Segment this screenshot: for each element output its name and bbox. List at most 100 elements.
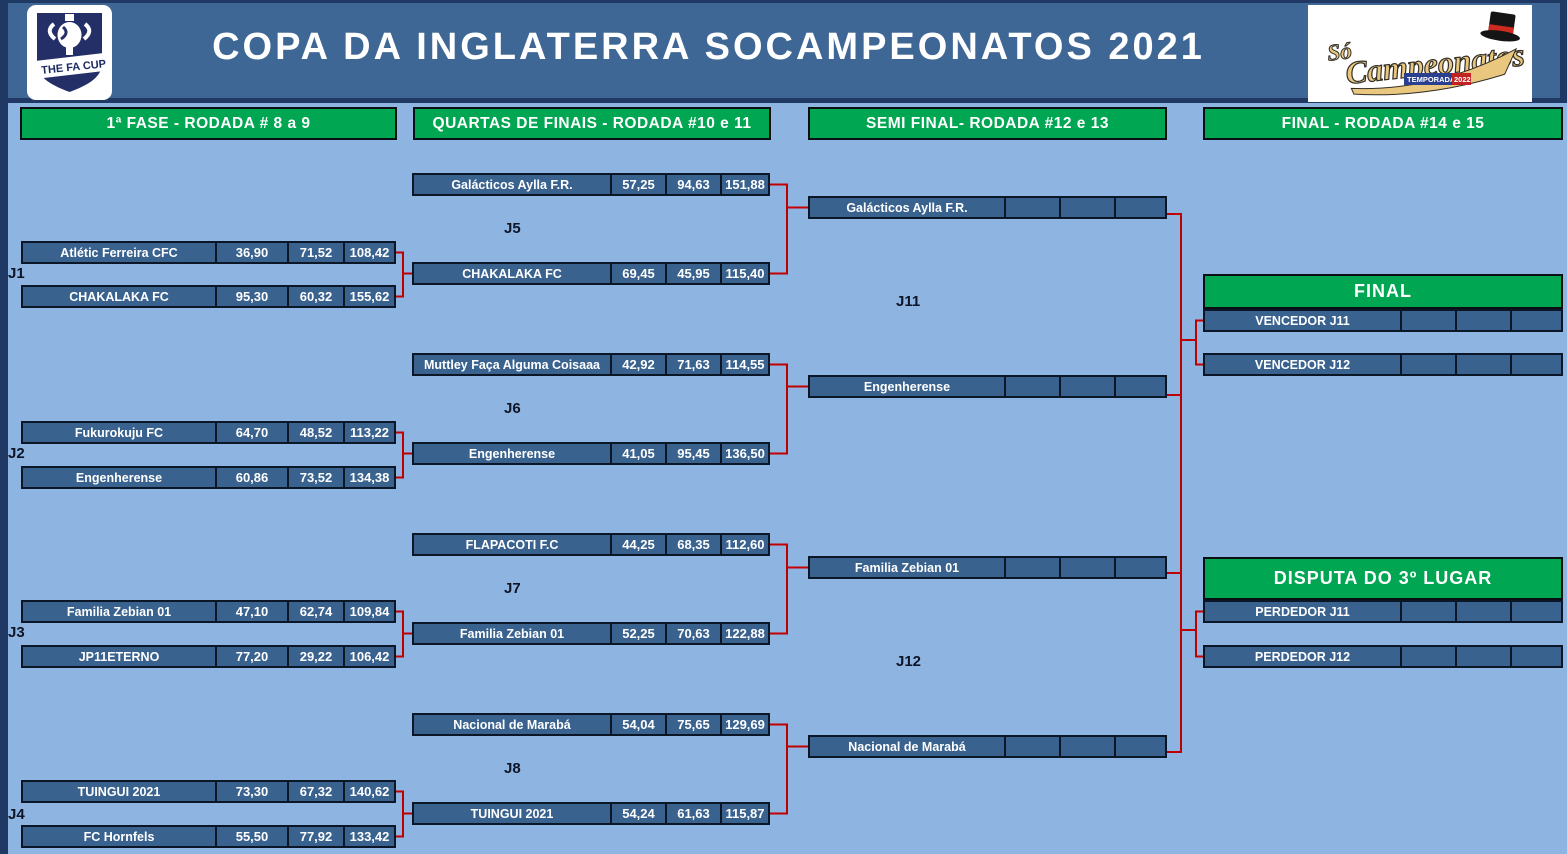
team-name: Nacional de Marabá (453, 717, 571, 732)
team-name: CHAKALAKA FC (69, 289, 169, 304)
team-name: Familia Zebian 01 (854, 560, 960, 575)
score-2: 45,95 (665, 264, 720, 283)
score-1: 44,25 (610, 535, 665, 554)
team-name: PERDEDOR J11 (1255, 604, 1350, 619)
score-2: 67,32 (287, 782, 343, 801)
score-1 (1400, 602, 1455, 621)
score-1 (1004, 377, 1059, 396)
score-1: 54,04 (610, 715, 665, 734)
team-name: JP11ETERNO (78, 649, 160, 664)
so-campeonatos-logo-art: Só Campeonatos TEMPORADA 2022 (1326, 11, 1527, 96)
connector-j1 (396, 251, 413, 298)
row-j4-team2: FC Hornfels 55,50 77,92 133,42 (21, 825, 396, 848)
connector-j8 (770, 723, 809, 815)
row-j11-team2: Engenherense (808, 375, 1167, 398)
score-3: 155,62 (343, 287, 394, 306)
score-1 (1004, 198, 1059, 217)
row-final-vencedor-j11: VENCEDOR J11 (1203, 309, 1563, 332)
row-j12-team1: Familia Zebian 01 (808, 556, 1167, 579)
score-1: 36,90 (215, 243, 287, 262)
connector-third-place-brace (1181, 610, 1204, 658)
top-hat-icon (1480, 11, 1520, 42)
row-j5-team2: CHAKALAKA FC 69,45 45,95 115,40 (412, 262, 770, 285)
score-2: 71,52 (287, 243, 343, 262)
connector-j7 (770, 543, 809, 635)
team-name: Nacional de Marabá (848, 739, 966, 754)
team-name: Galácticos Aylla F.R. (451, 177, 573, 192)
score-2: 48,52 (287, 423, 343, 442)
score-1 (1004, 558, 1059, 577)
stage-header-final: FINAL - RODADA #14 e 15 (1203, 107, 1563, 140)
stage-header-fase1: 1ª FASE - RODADA # 8 a 9 (20, 107, 397, 140)
row-j3-team1: Familia Zebian 01 47,10 62,74 109,84 (21, 600, 396, 623)
row-j3-team2: JP11ETERNO 77,20 29,22 106,42 (21, 645, 396, 668)
header-band-inner (8, 3, 1560, 98)
team-name: Galácticos Aylla F.R. (846, 200, 968, 215)
row-final-vencedor-j12: VENCEDOR J12 (1203, 353, 1563, 376)
score-3: 133,42 (343, 827, 394, 846)
score-1 (1400, 355, 1455, 374)
connector-j2 (396, 431, 413, 479)
score-3 (1114, 737, 1165, 756)
score-3 (1510, 647, 1561, 666)
score-1: 41,05 (610, 444, 665, 463)
score-2: 60,32 (287, 287, 343, 306)
score-3: 115,40 (720, 264, 768, 283)
team-name: PERDEDOR J12 (1254, 649, 1351, 664)
score-3: 112,60 (720, 535, 768, 554)
score-3: 113,22 (343, 423, 394, 442)
match-label-j2: J2 (8, 445, 25, 462)
temporada-badge-year: 2022 (1454, 75, 1471, 84)
row-j7-team1: FLAPACOTI F.C 44,25 68,35 112,60 (412, 533, 770, 556)
team-name: TUINGUI 2021 (77, 784, 161, 799)
row-j2-team1: Fukurokuju FC 64,70 48,52 113,22 (21, 421, 396, 444)
row-j4-team1: TUINGUI 2021 73,30 67,32 140,62 (21, 780, 396, 803)
score-2: 62,74 (287, 602, 343, 621)
score-1: 52,25 (610, 624, 665, 643)
team-name: Engenherense (75, 470, 163, 485)
score-3: 114,55 (720, 355, 768, 374)
stage-header-quartas: QUARTAS DE FINAIS - RODADA #10 e 11 (413, 107, 771, 140)
connector-j3 (396, 610, 413, 658)
score-2: 95,45 (665, 444, 720, 463)
third-place-block-header: DISPUTA DO 3º LUGAR (1203, 557, 1563, 600)
score-2 (1059, 737, 1114, 756)
sc-logo-word1: Só (1326, 38, 1353, 65)
score-1 (1004, 737, 1059, 756)
row-j6-team2: Engenherense 41,05 95,45 136,50 (412, 442, 770, 465)
score-1: 77,20 (215, 647, 287, 666)
connector-final-brace (1181, 319, 1204, 366)
score-3: 115,87 (720, 804, 768, 823)
match-label-j7: J7 (504, 580, 521, 597)
score-2 (1455, 647, 1510, 666)
score-1: 60,86 (215, 468, 287, 487)
score-2: 68,35 (665, 535, 720, 554)
team-name: Engenherense (863, 379, 951, 394)
temporada-badge-label: TEMPORADA (1407, 75, 1456, 84)
score-2 (1059, 198, 1114, 217)
score-2: 75,65 (665, 715, 720, 734)
score-2 (1059, 558, 1114, 577)
row-j6-team1: Muttley Faça Alguma Coisaaa 42,92 71,63 … (412, 353, 770, 376)
row-j11-team1: Galácticos Aylla F.R. (808, 196, 1167, 219)
match-label-j3: J3 (8, 624, 25, 641)
connector-j4 (396, 790, 413, 838)
score-2: 73,52 (287, 468, 343, 487)
header-band (0, 0, 1567, 103)
score-2: 61,63 (665, 804, 720, 823)
team-name: FC Hornfels (83, 829, 155, 844)
score-3: 151,88 (720, 175, 768, 194)
score-3 (1114, 198, 1165, 217)
match-label-j5: J5 (504, 220, 521, 237)
row-j1-team1: Atlétic Ferreira CFC 36,90 71,52 108,42 (21, 241, 396, 264)
temporada-badge: TEMPORADA 2022 (1404, 73, 1471, 85)
score-1: 73,30 (215, 782, 287, 801)
score-3 (1510, 355, 1561, 374)
row-j2-team2: Engenherense 60,86 73,52 134,38 (21, 466, 396, 489)
score-3 (1114, 558, 1165, 577)
team-name: CHAKALAKA FC (462, 266, 562, 281)
final-block-header: FINAL (1203, 274, 1563, 309)
score-2: 29,22 (287, 647, 343, 666)
team-name: FLAPACOTI F.C (465, 537, 559, 552)
match-label-j12: J12 (896, 653, 922, 670)
